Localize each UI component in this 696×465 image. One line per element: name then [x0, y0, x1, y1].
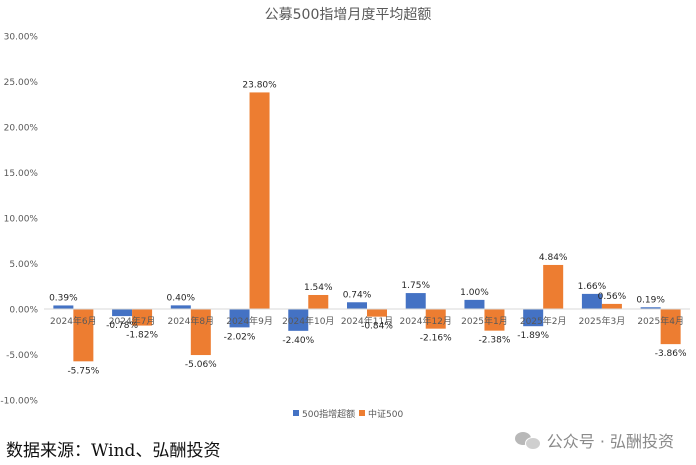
bar-excess — [288, 309, 309, 331]
data-label: -2.40% — [282, 336, 314, 346]
data-label: 0.56% — [598, 292, 627, 302]
bar-excess — [464, 299, 485, 309]
bar-excess — [53, 305, 74, 309]
watermark: 公众号 · 弘酬投资 — [514, 428, 674, 452]
bar-chart: 公募500指增月度平均超额 -10.00% -5.00% 0.00% 5.00% 10.… — [0, 7, 690, 420]
data-label: 23.80% — [242, 80, 277, 90]
x-tick-label: 2025年3月 — [579, 315, 626, 327]
x-tick-label: 2024年11月 — [341, 315, 393, 327]
legend-swatch — [293, 410, 299, 416]
bar-excess — [523, 309, 544, 327]
bar-csi500 — [601, 303, 622, 309]
wechat-icon — [514, 430, 541, 450]
watermark-label: 公众号 · 弘酬投资 — [546, 432, 674, 451]
data-label: -5.75% — [67, 366, 99, 376]
bar-excess — [405, 293, 426, 309]
legend: 500指增超额 中证500 — [293, 408, 403, 420]
data-label: -2.02% — [224, 332, 256, 342]
bar-excess — [112, 309, 133, 317]
bar-csi500 — [190, 309, 211, 356]
bar-excess — [347, 302, 367, 309]
bar-csi500 — [425, 309, 446, 329]
x-tick-label: 2025年4月 — [637, 315, 684, 327]
data-label: 1.66% — [578, 282, 607, 292]
x-tick-label: 2024年6月 — [50, 315, 97, 327]
chart-title: 公募500指增月度平均超额 — [265, 7, 432, 23]
x-tick-label: 2024年7月 — [109, 315, 156, 327]
data-label: 0.40% — [167, 293, 196, 303]
legend-swatch — [359, 410, 365, 416]
bar-csi500 — [660, 309, 681, 345]
y-tick-label: 5.00% — [9, 260, 38, 270]
data-labels: 0.39% -5.75% -0.78%-1.82% 0.40% -5.06% -2.02%… — [49, 80, 687, 376]
y-tick-label: 30.00% — [4, 33, 39, 43]
x-tick-label: 2025年2月 — [520, 315, 567, 327]
bars-group — [53, 92, 681, 362]
bar-csi500 — [484, 309, 505, 331]
bar-excess — [640, 307, 661, 309]
bar-excess — [170, 305, 191, 309]
y-tick-label: -10.00% — [0, 397, 38, 407]
data-label: -1.89% — [517, 331, 549, 341]
bar-excess — [229, 309, 250, 328]
legend-label: 500指增超额 — [302, 408, 355, 420]
data-label: 0.39% — [49, 293, 78, 303]
y-tick-label: 10.00% — [4, 215, 39, 225]
x-axis-labels: 2024年6月 2024年7月 2024年8月 2024年9月 2024年10月 2024… — [50, 315, 684, 327]
x-tick-label: 2024年10月 — [282, 315, 334, 327]
data-label: -1.82% — [126, 331, 158, 341]
x-tick-label: 2024年12月 — [400, 315, 452, 327]
data-label: 4.84% — [539, 253, 568, 263]
bar-csi500 — [308, 294, 329, 309]
legend-label: 中证500 — [368, 408, 403, 420]
y-tick-label: 25.00% — [4, 78, 39, 88]
data-label: 0.74% — [343, 290, 372, 300]
y-tick-label: 0.00% — [9, 306, 38, 316]
bar-csi500 — [367, 309, 387, 317]
bar-csi500 — [543, 264, 564, 309]
x-tick-label: 2025年1月 — [461, 315, 508, 327]
data-label: 1.54% — [304, 283, 333, 293]
data-label: -5.06% — [185, 360, 217, 370]
data-label: 0.19% — [636, 295, 665, 305]
data-label: -0.84% — [361, 322, 393, 332]
data-label: -2.16% — [420, 334, 452, 344]
data-label: -2.38% — [479, 336, 511, 346]
data-label: 1.00% — [460, 288, 489, 298]
bar-csi500 — [249, 92, 270, 309]
bar-csi500 — [73, 309, 94, 362]
y-tick-label: -5.00% — [6, 351, 38, 361]
data-label: -0.78% — [106, 321, 138, 331]
x-tick-label: 2024年8月 — [167, 315, 214, 327]
source-note: 数据来源：Wind、弘酬投资 — [6, 441, 221, 461]
data-label: -3.86% — [655, 349, 687, 359]
data-label: 1.75% — [401, 281, 430, 291]
bar-excess — [581, 293, 602, 309]
bar-csi500 — [132, 309, 153, 326]
x-tick-label: 2024年9月 — [226, 315, 273, 327]
y-tick-label: 20.00% — [4, 124, 39, 134]
y-tick-label: 15.00% — [4, 169, 39, 179]
y-axis: -10.00% -5.00% 0.00% 5.00% 10.00% 15.00% 20.00… — [0, 33, 38, 407]
